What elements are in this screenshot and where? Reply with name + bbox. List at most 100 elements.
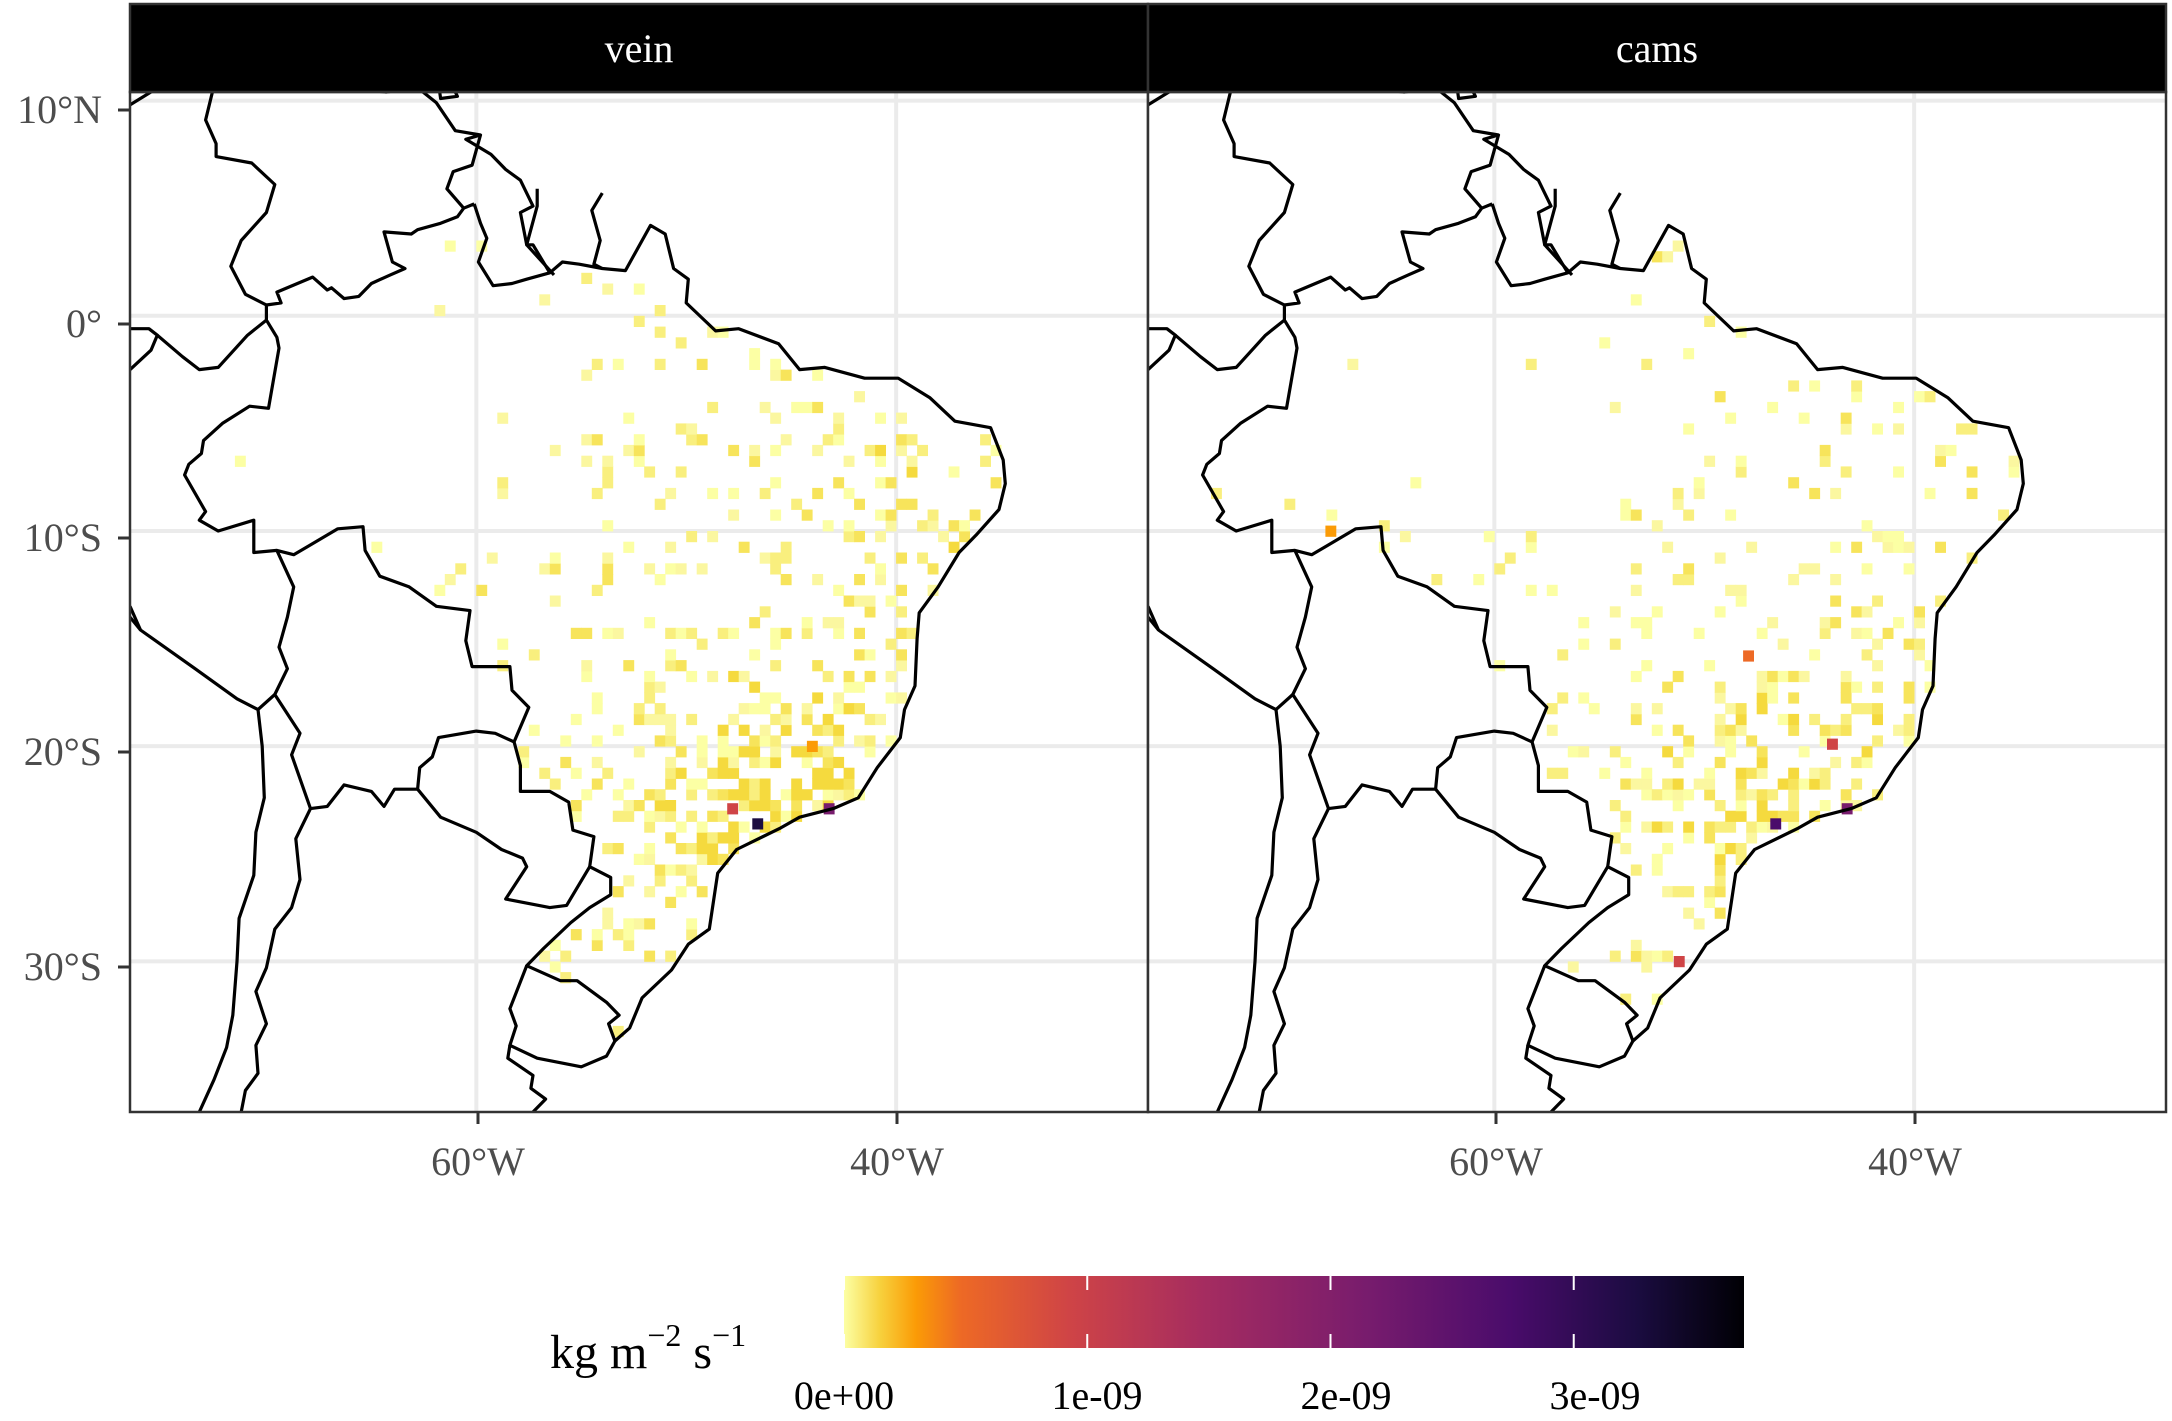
- emission-cell: [749, 444, 761, 457]
- emission-cell: [633, 853, 645, 865]
- emission-cell: [770, 563, 782, 575]
- emission-cell: [1735, 724, 1747, 736]
- emission-cell: [843, 455, 855, 467]
- emission-cell: [1704, 455, 1716, 467]
- emission-cell: [1714, 800, 1726, 812]
- emission-cell: [822, 767, 834, 779]
- emission-cell: [1672, 789, 1684, 801]
- emission-cell: [749, 746, 761, 758]
- emission-cell: [665, 627, 677, 639]
- emission-cell: [1683, 574, 1695, 586]
- emission-cell: [675, 886, 687, 898]
- emission-cell: [1872, 595, 1883, 607]
- emission-cell: [1651, 724, 1663, 736]
- emission-cell: [1641, 961, 1653, 973]
- emission-cell: [570, 627, 582, 639]
- emission-cell: [591, 692, 603, 704]
- emission-cell: [675, 746, 687, 758]
- emission-cell: [854, 391, 865, 403]
- emission-cell: [1861, 520, 1873, 532]
- emission-cell: [770, 552, 782, 564]
- emission-cell: [801, 401, 813, 414]
- emission-cell: [717, 853, 729, 865]
- emission-cell: [822, 789, 834, 801]
- emission-cell: [1609, 746, 1621, 758]
- emission-cell: [1651, 703, 1663, 715]
- emission-cell: [1211, 487, 1222, 500]
- emission-cell: [1630, 939, 1642, 951]
- emission-cell: [497, 477, 509, 489]
- colorbar-ticks: [843, 1276, 1575, 1348]
- emission-cell: [1893, 617, 1904, 629]
- emission-cell: [696, 563, 708, 575]
- emission-cell: [1704, 315, 1716, 327]
- emission-cell: [675, 864, 687, 876]
- emission-cell: [581, 660, 593, 672]
- emission-cell: [612, 810, 624, 822]
- emission-cell: [654, 713, 666, 726]
- emission-cell: [728, 487, 740, 500]
- emission-cell: [717, 326, 729, 338]
- emission-cell: [1756, 821, 1768, 833]
- emission-cell: [822, 617, 834, 629]
- emission-cell: [1725, 584, 1737, 596]
- emission-cell: [1704, 660, 1716, 672]
- emission-cell: [1735, 713, 1747, 726]
- emission-cell: [854, 595, 865, 607]
- emission-cell: [1809, 563, 1821, 575]
- emission-cell: [1788, 670, 1800, 683]
- emission-cell: [1641, 778, 1653, 790]
- emission-cell: [602, 627, 614, 639]
- emission-cell: [1578, 746, 1590, 758]
- x-tick-label-40w-vein: 40°W: [850, 1139, 944, 1184]
- border-line-13: [239, 807, 312, 1112]
- emission-cell: [1735, 595, 1747, 607]
- emission-cell: [1609, 401, 1621, 414]
- emission-cell: [1641, 821, 1653, 833]
- emission-cell: [654, 703, 666, 715]
- emission-cell: [896, 649, 907, 661]
- emission-cell: [1798, 746, 1810, 758]
- emission-cell: [633, 746, 645, 758]
- emission-cell: [854, 531, 865, 543]
- emission-cell: [770, 810, 782, 822]
- emission-cell: [1998, 509, 2009, 521]
- emission-cell: [1935, 595, 1946, 607]
- emission-cell: [633, 703, 645, 715]
- emission-cell: [665, 541, 677, 553]
- emission-cell: [1893, 466, 1904, 478]
- emission-cell: [728, 832, 740, 844]
- emission-cell: [591, 929, 603, 941]
- emission-cell: [1903, 638, 1915, 650]
- emission-cell: [644, 950, 656, 962]
- emission-cell: [749, 832, 761, 844]
- emission-cell: [1903, 713, 1915, 726]
- emission-cell: [1630, 950, 1642, 962]
- hotspot-cell-0: [1770, 818, 1782, 830]
- emission-cell: [822, 724, 834, 736]
- emission-cell: [1851, 627, 1863, 639]
- emission-cell: [1756, 789, 1768, 801]
- emission-cell: [696, 821, 708, 833]
- emission-cell: [644, 692, 656, 704]
- emission-cell: [749, 617, 761, 629]
- emission-cell: [570, 767, 582, 779]
- emission-cell: [1704, 789, 1716, 801]
- emission-cell: [675, 767, 687, 779]
- emission-cell: [1683, 563, 1695, 575]
- emission-cell: [686, 929, 698, 941]
- emission-cell: [1683, 423, 1695, 435]
- emission-cell: [1620, 509, 1632, 521]
- emission-cell: [864, 713, 876, 726]
- emission-cell: [1851, 541, 1863, 553]
- emission-cell: [833, 584, 845, 596]
- emission-cell: [1651, 950, 1663, 962]
- emission-cell: [1788, 789, 1800, 801]
- emission-cell: [1861, 746, 1873, 758]
- emission-cell: [948, 466, 960, 478]
- emission-cell: [1662, 950, 1674, 962]
- emission-cell: [885, 509, 897, 521]
- emission-cell: [969, 509, 981, 521]
- emission-cell: [1347, 358, 1359, 370]
